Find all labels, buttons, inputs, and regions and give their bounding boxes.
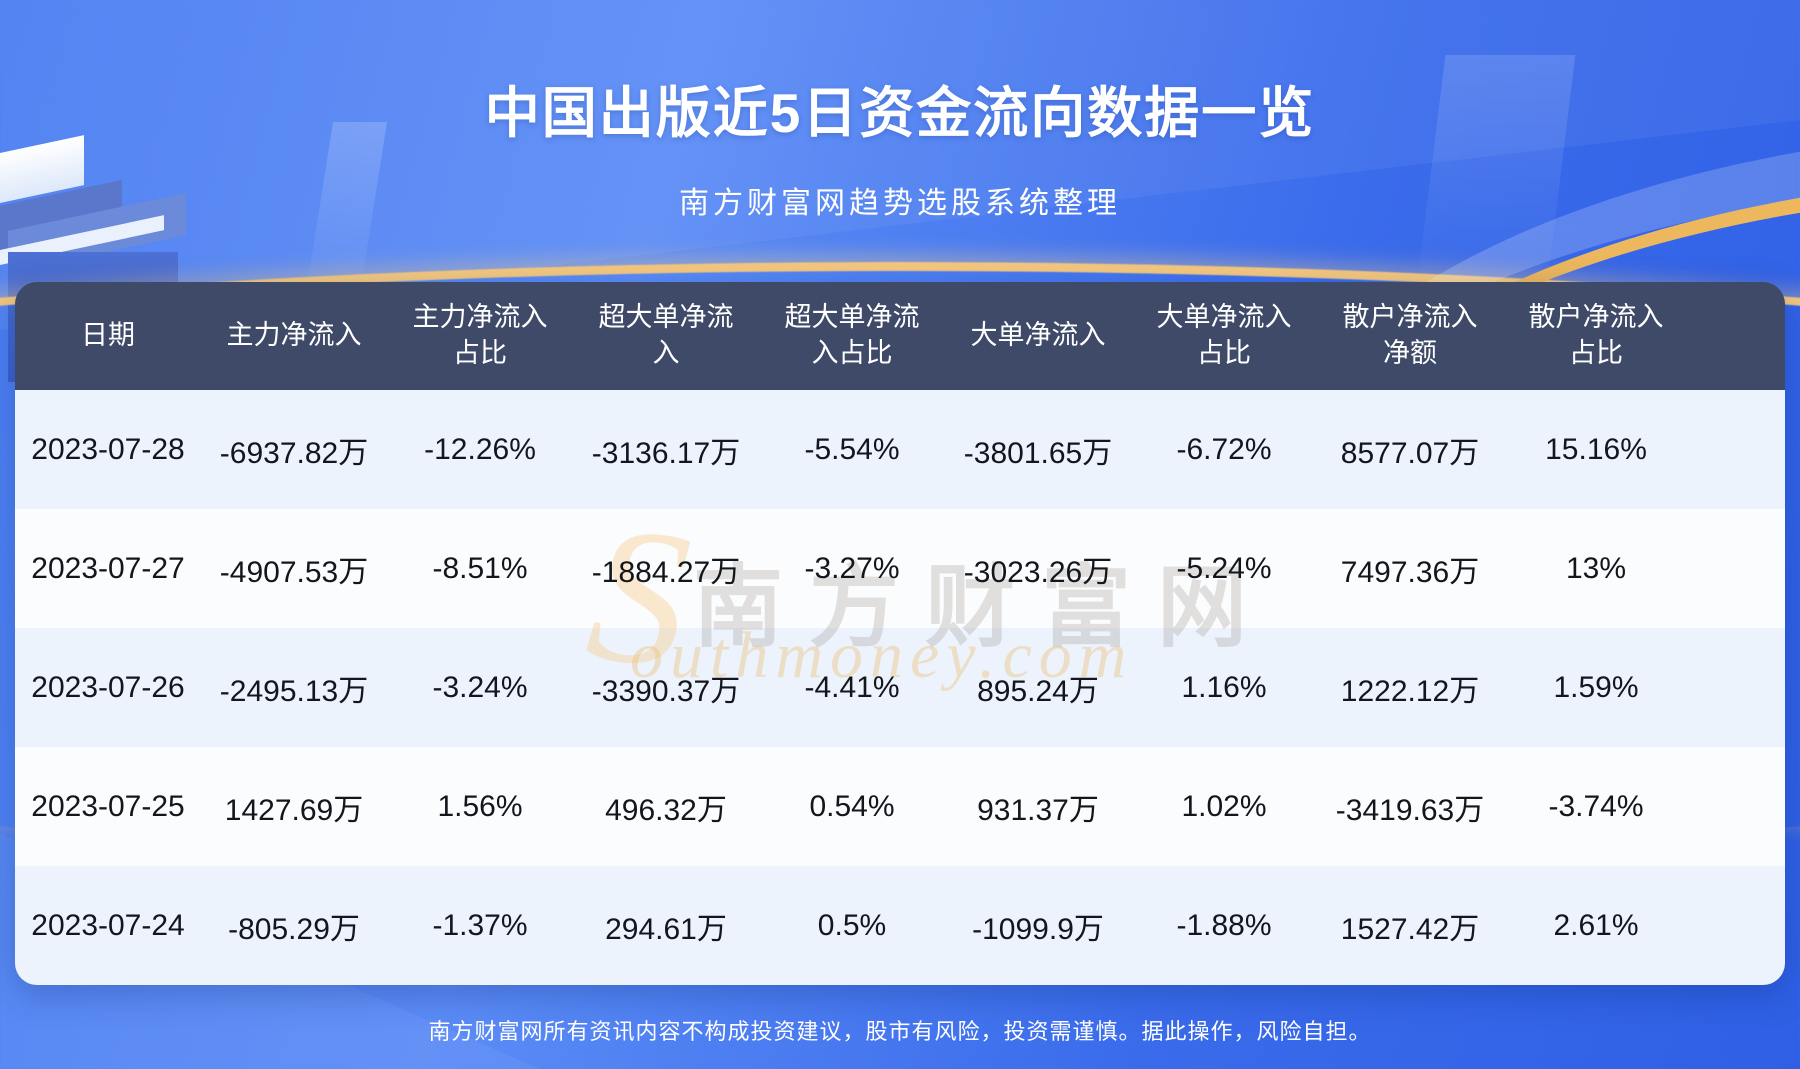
table-cell: 7497.36万	[1340, 555, 1480, 589]
table-cell: 1.02%	[1181, 789, 1267, 823]
table-cell: -12.26%	[424, 432, 536, 466]
table-cell: 895.24万	[977, 674, 1099, 708]
table-cell: -3419.63万	[1335, 793, 1485, 827]
disclaimer-text: 南方财富网所有资讯内容不构成投资建议，股市有风险，投资需谨慎。据此操作，风险自担…	[428, 1019, 1372, 1044]
column-header: 散户净流入净额	[1342, 302, 1478, 368]
table-header-row: 日期 主力净流入 主力净流入占比 超大单净流入 超大单净流入占比 大单净流入 大单净流入占比…	[15, 282, 1785, 390]
table-cell: 1427.69万	[224, 793, 364, 827]
table-row: 2023-07-25 1427.69万 1.56% 496.32万 0.54% 931.3…	[15, 747, 1785, 866]
table-cell: 2023-07-25	[31, 789, 185, 823]
table-cell: -3.74%	[1548, 789, 1644, 823]
table-cell: -6937.82万	[219, 436, 369, 470]
decor-block-strip-icon	[0, 215, 164, 272]
table-cell: -4907.53万	[219, 555, 369, 589]
table-row: 2023-07-26 -2495.13万 -3.24% -3390.37万 -4.41%…	[15, 628, 1785, 747]
table-cell: -1.37%	[432, 908, 528, 942]
table-cell: 2023-07-26	[31, 670, 185, 704]
table-cell: 0.54%	[809, 789, 895, 823]
table-row: 2023-07-28 -6937.82万 -12.26% -3136.17万 -5.54…	[15, 390, 1785, 509]
table-cell: 1.16%	[1181, 670, 1267, 704]
table-cell: -2495.13万	[219, 674, 369, 708]
table-cell: -3390.37万	[591, 674, 741, 708]
table-cell: 1.59%	[1553, 670, 1639, 704]
table-cell: -8.51%	[432, 551, 528, 585]
table-cell: 496.32万	[605, 793, 727, 827]
column-header: 大单净流入	[970, 320, 1106, 351]
table-cell: -5.24%	[1176, 551, 1272, 585]
table-cell: -1884.27万	[591, 555, 741, 589]
table-cell: -3136.17万	[591, 436, 741, 470]
table-cell: 2023-07-28	[31, 432, 185, 466]
table-cell: -6.72%	[1176, 432, 1272, 466]
page-subtitle: 南方财富网趋势选股系统整理	[679, 187, 1121, 220]
table-cell: -4.41%	[804, 670, 900, 704]
table-cell: -5.54%	[804, 432, 900, 466]
column-header: 超大单净流入占比	[784, 302, 920, 368]
table-row: 2023-07-24 -805.29万 -1.37% 294.61万 0.5% -1099…	[15, 866, 1785, 985]
table-cell: 294.61万	[605, 912, 727, 946]
table-cell: 2023-07-24	[31, 908, 185, 942]
page-title: 中国出版近5日资金流向数据一览	[484, 82, 1316, 144]
column-header: 主力净流入占比	[412, 302, 548, 368]
fund-flow-table: 日期 主力净流入 主力净流入占比 超大单净流入 超大单净流入占比 大单净流入 大单净流入占比…	[15, 282, 1785, 985]
column-header: 日期	[81, 320, 135, 351]
table-cell: -1.88%	[1176, 908, 1272, 942]
table-cell: 1222.12万	[1340, 674, 1480, 708]
table-cell: 2023-07-27	[31, 551, 185, 585]
table-cell: -3.27%	[804, 551, 900, 585]
table-cell: -3.24%	[432, 670, 528, 704]
table-cell: -1099.9万	[972, 912, 1104, 946]
table-cell: 0.5%	[817, 908, 887, 942]
table-cell: -3801.65万	[963, 436, 1113, 470]
column-header: 散户净流入占比	[1528, 302, 1664, 368]
table-cell: 13%	[1565, 551, 1627, 585]
column-header: 超大单净流入	[598, 302, 734, 368]
table-cell: 1.56%	[437, 789, 523, 823]
column-header: 主力净流入	[226, 320, 362, 351]
table-row: 2023-07-27 -4907.53万 -8.51% -1884.27万 -3.27%…	[15, 509, 1785, 628]
table-cell: -805.29万	[228, 912, 360, 946]
table-cell: 2.61%	[1553, 908, 1639, 942]
table-cell: 8577.07万	[1340, 436, 1480, 470]
table-cell: 931.37万	[977, 793, 1099, 827]
table-cell: 1527.42万	[1340, 912, 1480, 946]
column-header: 大单净流入占比	[1156, 302, 1292, 368]
table-body: 2023-07-28 -6937.82万 -12.26% -3136.17万 -5.54…	[15, 390, 1785, 985]
table-cell: -3023.26万	[963, 555, 1113, 589]
table-cell: 15.16%	[1545, 432, 1647, 466]
